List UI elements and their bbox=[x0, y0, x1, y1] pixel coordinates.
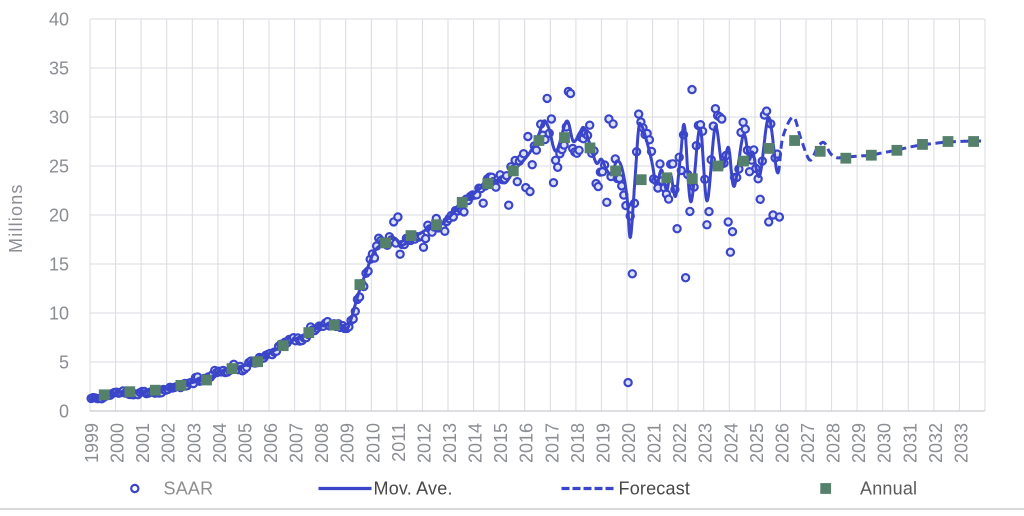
svg-text:Forecast: Forecast bbox=[619, 478, 691, 498]
svg-text:2032: 2032 bbox=[926, 423, 946, 463]
svg-text:20: 20 bbox=[49, 206, 69, 226]
svg-text:Mov. Ave.: Mov. Ave. bbox=[374, 478, 453, 498]
svg-text:2025: 2025 bbox=[747, 423, 767, 463]
svg-text:2022: 2022 bbox=[670, 423, 690, 463]
svg-text:2014: 2014 bbox=[466, 423, 486, 463]
svg-text:Annual: Annual bbox=[860, 478, 917, 498]
svg-text:2028: 2028 bbox=[824, 423, 844, 463]
svg-text:1999: 1999 bbox=[82, 423, 102, 463]
svg-text:2020: 2020 bbox=[619, 423, 639, 463]
svg-text:15: 15 bbox=[49, 255, 69, 275]
svg-text:2001: 2001 bbox=[133, 423, 153, 463]
svg-text:2026: 2026 bbox=[772, 423, 792, 463]
svg-text:2010: 2010 bbox=[363, 423, 383, 463]
svg-text:2000: 2000 bbox=[108, 423, 128, 463]
svg-text:2017: 2017 bbox=[542, 423, 562, 463]
svg-text:2029: 2029 bbox=[849, 423, 869, 463]
svg-text:40: 40 bbox=[49, 10, 69, 30]
svg-text:2033: 2033 bbox=[951, 423, 971, 463]
svg-text:2016: 2016 bbox=[517, 423, 537, 463]
svg-text:30: 30 bbox=[49, 108, 69, 128]
svg-text:SAAR: SAAR bbox=[164, 478, 214, 498]
svg-text:2002: 2002 bbox=[159, 423, 179, 463]
svg-text:2015: 2015 bbox=[491, 423, 511, 463]
svg-text:2003: 2003 bbox=[184, 423, 204, 463]
svg-text:10: 10 bbox=[49, 304, 69, 324]
svg-text:2023: 2023 bbox=[696, 423, 716, 463]
svg-text:2031: 2031 bbox=[900, 423, 920, 463]
svg-text:2027: 2027 bbox=[798, 423, 818, 463]
svg-text:2011: 2011 bbox=[389, 423, 409, 462]
svg-text:2005: 2005 bbox=[235, 423, 255, 463]
svg-text:2007: 2007 bbox=[287, 423, 307, 463]
svg-text:2018: 2018 bbox=[568, 423, 588, 463]
svg-text:2004: 2004 bbox=[210, 423, 230, 463]
svg-text:2024: 2024 bbox=[721, 423, 741, 463]
svg-text:25: 25 bbox=[49, 157, 69, 177]
svg-text:2019: 2019 bbox=[593, 423, 613, 463]
svg-text:0: 0 bbox=[59, 402, 69, 422]
svg-text:35: 35 bbox=[49, 59, 69, 79]
svg-text:2006: 2006 bbox=[261, 423, 281, 463]
svg-text:2030: 2030 bbox=[875, 423, 895, 463]
svg-text:Millions: Millions bbox=[6, 183, 26, 253]
svg-text:2008: 2008 bbox=[312, 423, 332, 463]
svg-text:2013: 2013 bbox=[440, 423, 460, 463]
svg-text:5: 5 bbox=[59, 353, 69, 373]
svg-text:2021: 2021 bbox=[645, 423, 665, 463]
svg-text:2012: 2012 bbox=[414, 423, 434, 463]
svg-text:2009: 2009 bbox=[338, 423, 358, 463]
